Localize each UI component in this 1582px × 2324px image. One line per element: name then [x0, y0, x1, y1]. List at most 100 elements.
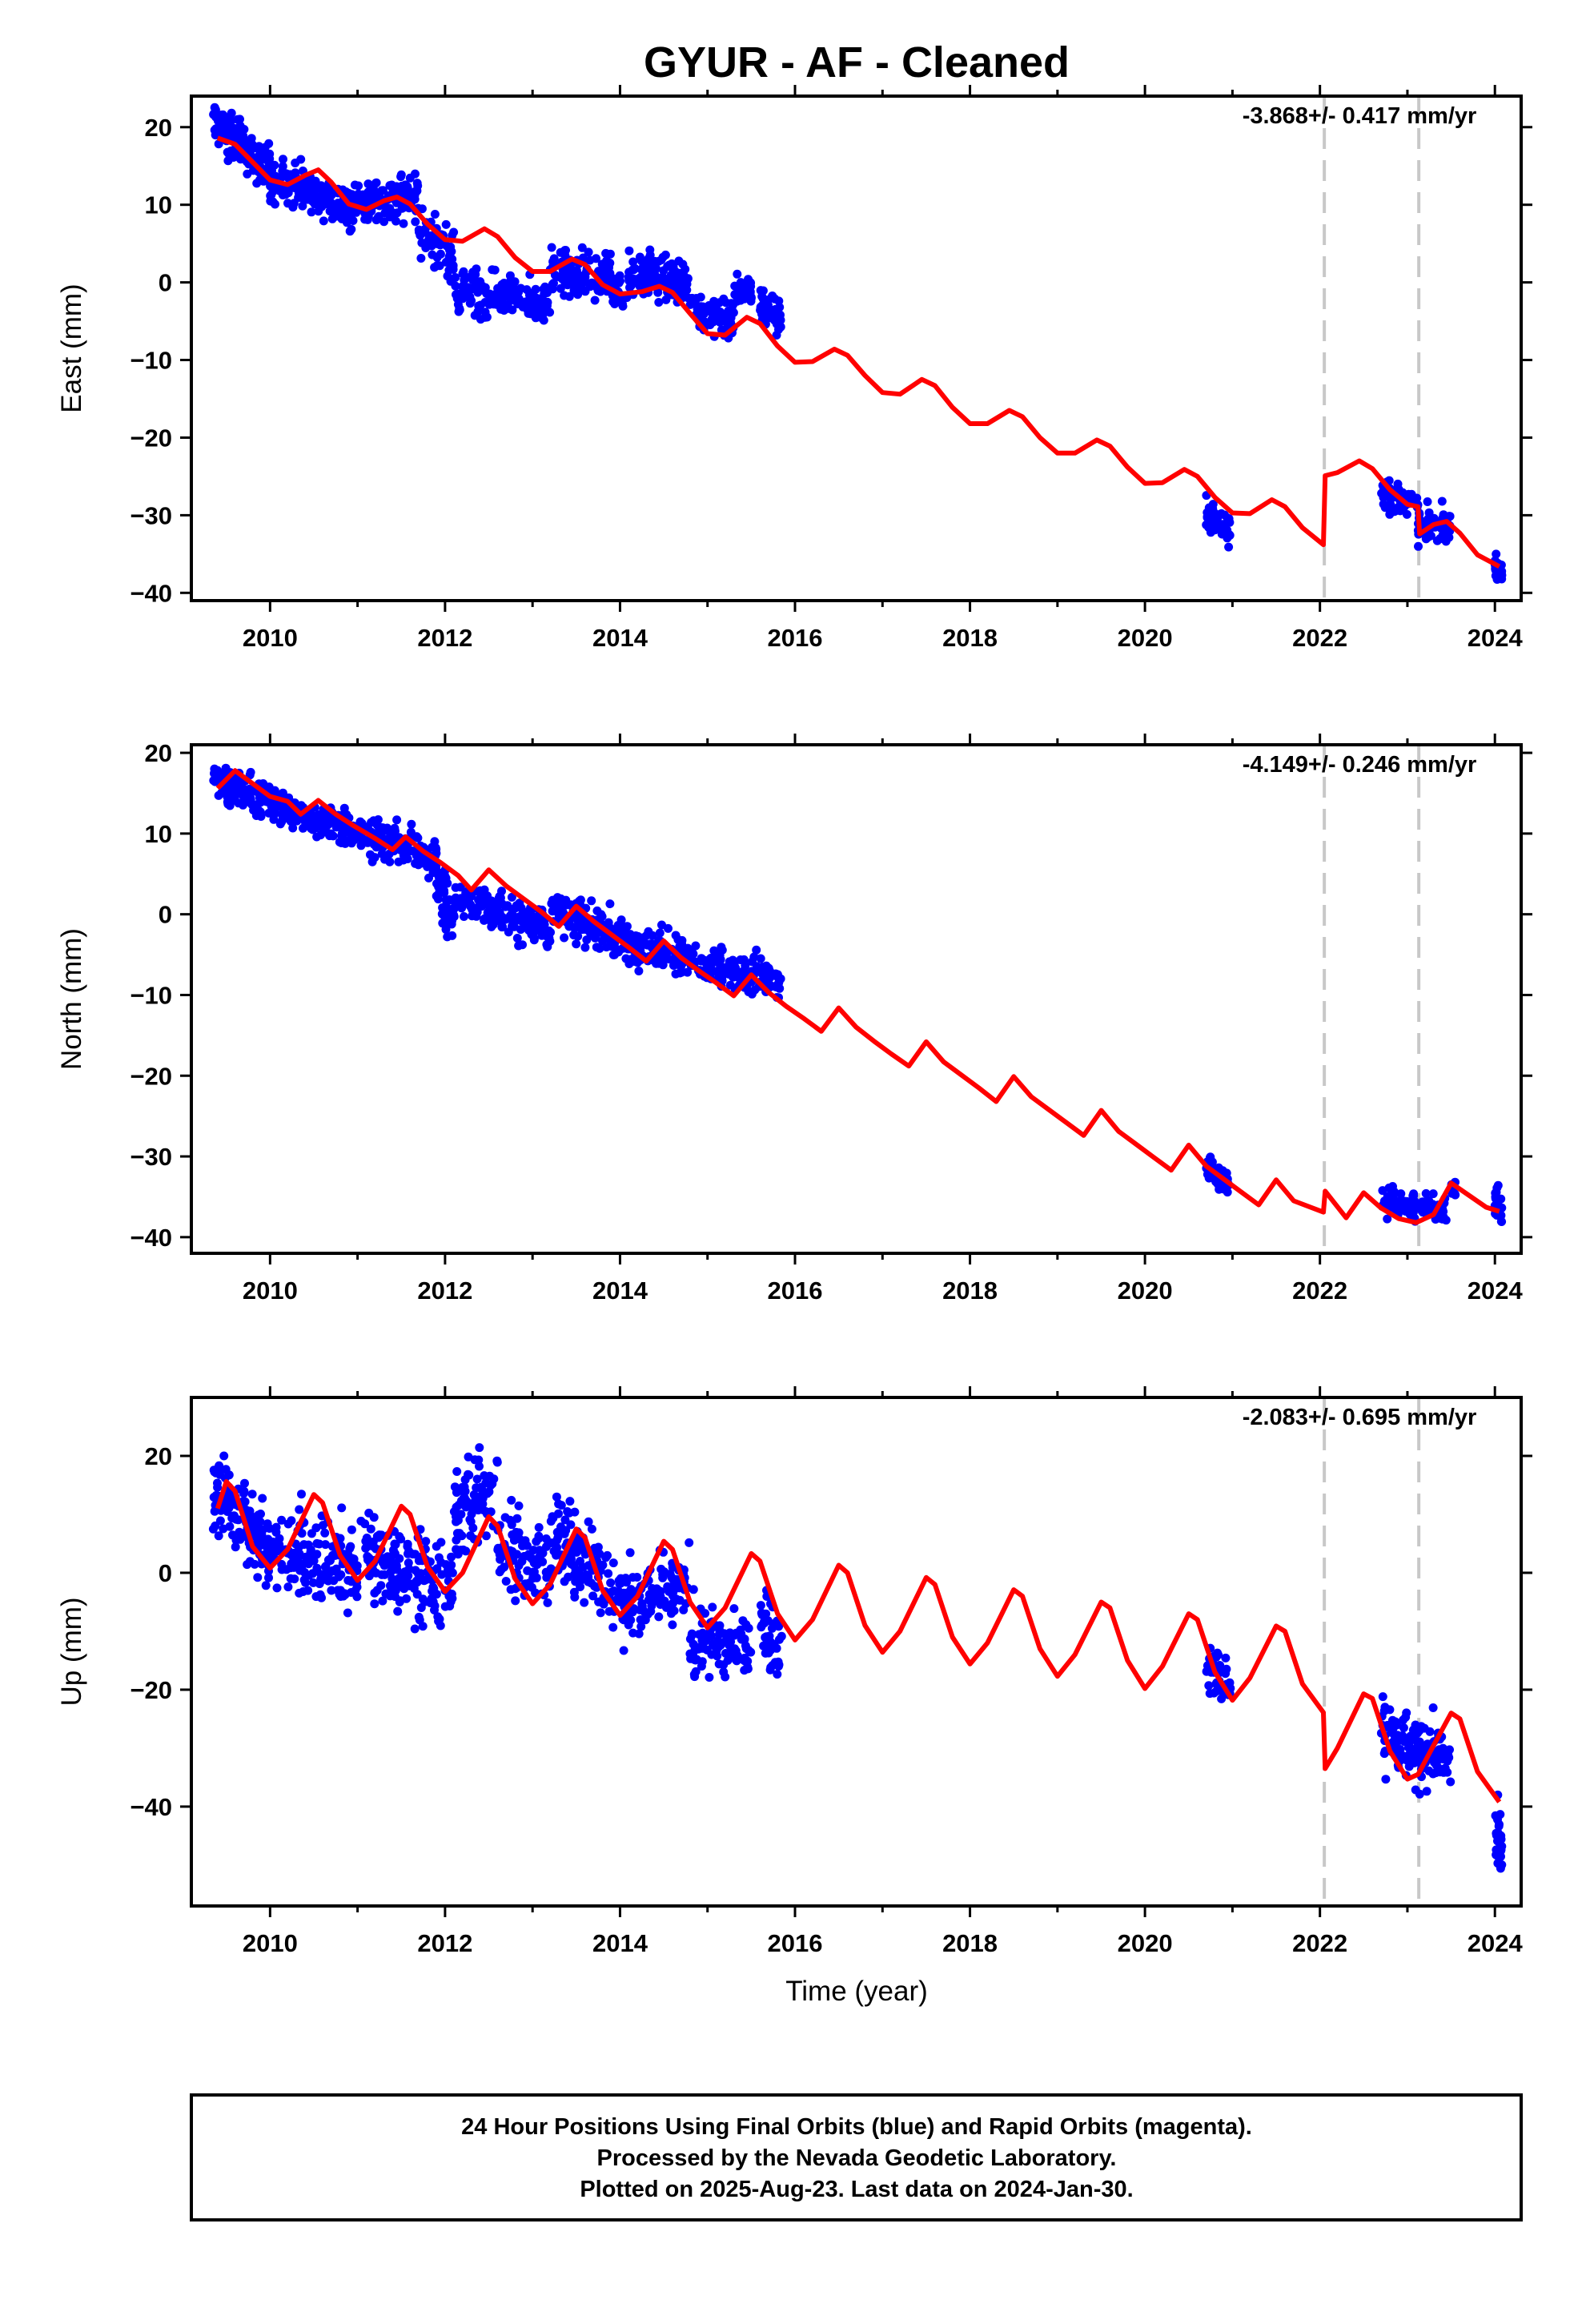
data-point	[399, 219, 408, 228]
data-point	[697, 1657, 707, 1667]
data-point	[424, 236, 433, 246]
data-point	[570, 1507, 580, 1517]
data-point	[636, 1615, 645, 1624]
data-point	[770, 294, 780, 304]
data-point	[587, 896, 596, 906]
x-tick-label: 2020	[1118, 1929, 1173, 1957]
data-point	[418, 855, 428, 865]
plot-area	[209, 96, 1507, 601]
data-point	[701, 317, 710, 327]
data-point	[622, 922, 632, 931]
data-point	[730, 1646, 740, 1655]
footer-line-3: Plotted on 2025-Aug-23. Last data on 202…	[580, 2177, 1133, 2202]
data-point	[1204, 511, 1214, 521]
data-point	[1399, 1715, 1407, 1725]
data-point	[445, 1602, 455, 1610]
data-point	[430, 837, 440, 846]
x-tick-label: 2022	[1292, 624, 1347, 652]
data-point	[635, 252, 644, 262]
data-point	[404, 187, 413, 197]
data-point	[319, 826, 328, 835]
data-point	[627, 955, 636, 964]
data-point	[277, 172, 287, 182]
data-point	[1446, 1777, 1456, 1787]
data-point	[385, 212, 395, 222]
model-line	[215, 768, 1500, 1225]
data-point	[703, 1630, 713, 1639]
data-point	[539, 316, 548, 325]
data-point	[1496, 1835, 1506, 1844]
data-point	[1224, 1679, 1234, 1688]
data-point	[573, 290, 583, 300]
data-point	[737, 1629, 746, 1638]
data-point	[618, 301, 628, 311]
data-point	[266, 167, 275, 177]
data-point	[441, 874, 451, 883]
data-point	[396, 1596, 405, 1606]
data-point	[610, 950, 619, 959]
data-point	[657, 920, 666, 930]
data-point	[1391, 504, 1401, 513]
data-point	[616, 915, 626, 925]
data-point	[580, 1598, 589, 1607]
y-tick-label: −20	[130, 1676, 172, 1704]
model-line	[215, 1479, 1502, 1803]
data-point	[517, 1557, 527, 1566]
data-point	[315, 1539, 324, 1549]
data-point	[335, 1590, 344, 1599]
data-point	[675, 968, 685, 978]
data-point	[635, 1605, 644, 1614]
data-point	[299, 1587, 308, 1596]
data-point	[371, 179, 380, 188]
data-point	[412, 179, 422, 188]
data-point	[366, 850, 375, 859]
data-point	[223, 1506, 232, 1515]
data-point	[452, 1502, 461, 1512]
data-point	[1437, 497, 1447, 506]
data-point	[769, 1659, 779, 1669]
data-point	[721, 1635, 731, 1645]
data-point	[290, 1574, 299, 1584]
data-point	[564, 1572, 573, 1582]
data-point	[741, 1620, 751, 1630]
data-point	[669, 283, 679, 292]
data-point	[239, 800, 247, 810]
data-point	[774, 1634, 784, 1644]
data-point	[387, 183, 397, 193]
data-point	[1383, 1214, 1392, 1224]
data-point	[1441, 1216, 1451, 1225]
data-point	[703, 303, 713, 312]
data-point	[500, 279, 509, 287]
data-point	[541, 302, 551, 312]
data-point	[758, 971, 768, 980]
data-point	[512, 901, 521, 911]
data-point	[563, 1507, 572, 1516]
data-point	[414, 1574, 424, 1583]
data-point	[736, 955, 745, 964]
x-tick-label: 2016	[768, 624, 823, 652]
data-point	[1497, 1217, 1507, 1226]
data-point	[393, 1606, 403, 1616]
data-point	[477, 1486, 487, 1495]
data-point	[497, 923, 507, 932]
data-point	[559, 908, 568, 918]
data-point	[451, 893, 460, 903]
data-point	[719, 1660, 729, 1670]
data-point	[560, 933, 569, 943]
footer-line-1: 24 Hour Positions Using Final Orbits (bl…	[461, 2114, 1252, 2140]
data-point	[275, 802, 284, 811]
data-point	[626, 277, 635, 287]
data-point	[592, 283, 602, 292]
data-point	[536, 927, 545, 936]
data-point	[575, 1577, 584, 1586]
data-point	[432, 253, 442, 262]
data-point	[512, 1514, 522, 1523]
data-point	[507, 1520, 516, 1530]
data-point	[231, 788, 240, 798]
data-point	[363, 1535, 371, 1544]
data-point	[452, 1467, 462, 1476]
y-tick-label: 0	[159, 1559, 172, 1587]
data-point	[495, 1567, 504, 1577]
data-point	[1390, 1740, 1399, 1749]
data-point	[337, 206, 347, 215]
